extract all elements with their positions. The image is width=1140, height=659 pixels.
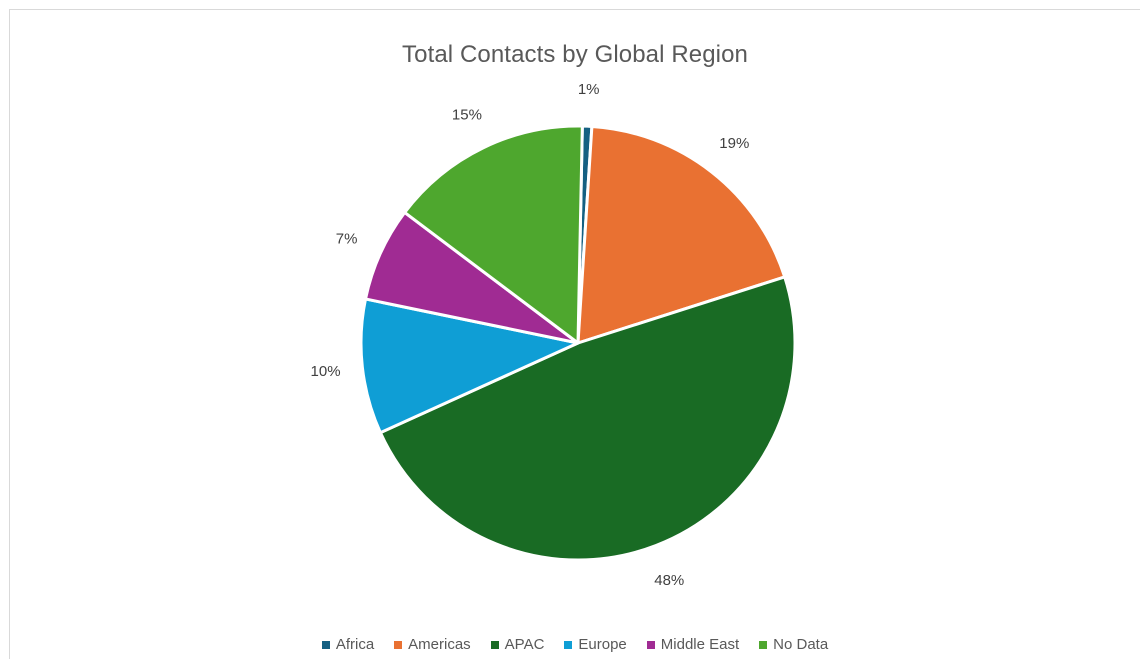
legend-swatch [321, 640, 330, 649]
chart-title: Total Contacts by Global Region [402, 41, 748, 68]
legend-label: Americas [408, 636, 471, 653]
data-label-no-data: 15% [452, 107, 482, 124]
legend-swatch [394, 640, 403, 649]
pie-slice-no-data[interactable] [403, 124, 584, 345]
legend-label: No Data [773, 636, 829, 653]
legend-swatch [564, 640, 573, 649]
legend-label: APAC [504, 636, 545, 653]
chart-legend: Africa Americas APAC Europe Middle East No Da… [10, 636, 1140, 653]
legend-label: Africa [335, 636, 375, 653]
data-label-americas: 19% [719, 135, 749, 152]
legend-item-americas[interactable]: Americas [394, 636, 471, 653]
pie-slice-apac[interactable] [378, 275, 797, 562]
data-label-europe: 10% [311, 363, 341, 380]
pie-chart: 1% 19% 48% 10% 7% 15% [311, 81, 797, 589]
data-label-apac: 48% [654, 572, 684, 589]
legend-swatch [646, 640, 655, 649]
pie-slice-americas[interactable] [576, 124, 787, 345]
legend-item-europe[interactable]: Europe [564, 636, 627, 653]
legend-item-no-data[interactable]: No Data [759, 636, 828, 653]
legend-label: Europe [578, 636, 627, 653]
legend-item-middle-east[interactable]: Middle East [646, 636, 740, 653]
legend-swatch [759, 640, 768, 649]
legend-label: Middle East [660, 636, 740, 653]
legend-item-africa[interactable]: Africa [321, 636, 375, 653]
legend-item-apac[interactable]: APAC [490, 636, 545, 653]
chart-frame: Total Contacts by Global Region 1% 19% 48%… [9, 9, 1140, 659]
data-label-africa: 1% [578, 81, 600, 98]
legend-swatch [490, 640, 499, 649]
data-label-middle-east: 7% [336, 230, 358, 247]
